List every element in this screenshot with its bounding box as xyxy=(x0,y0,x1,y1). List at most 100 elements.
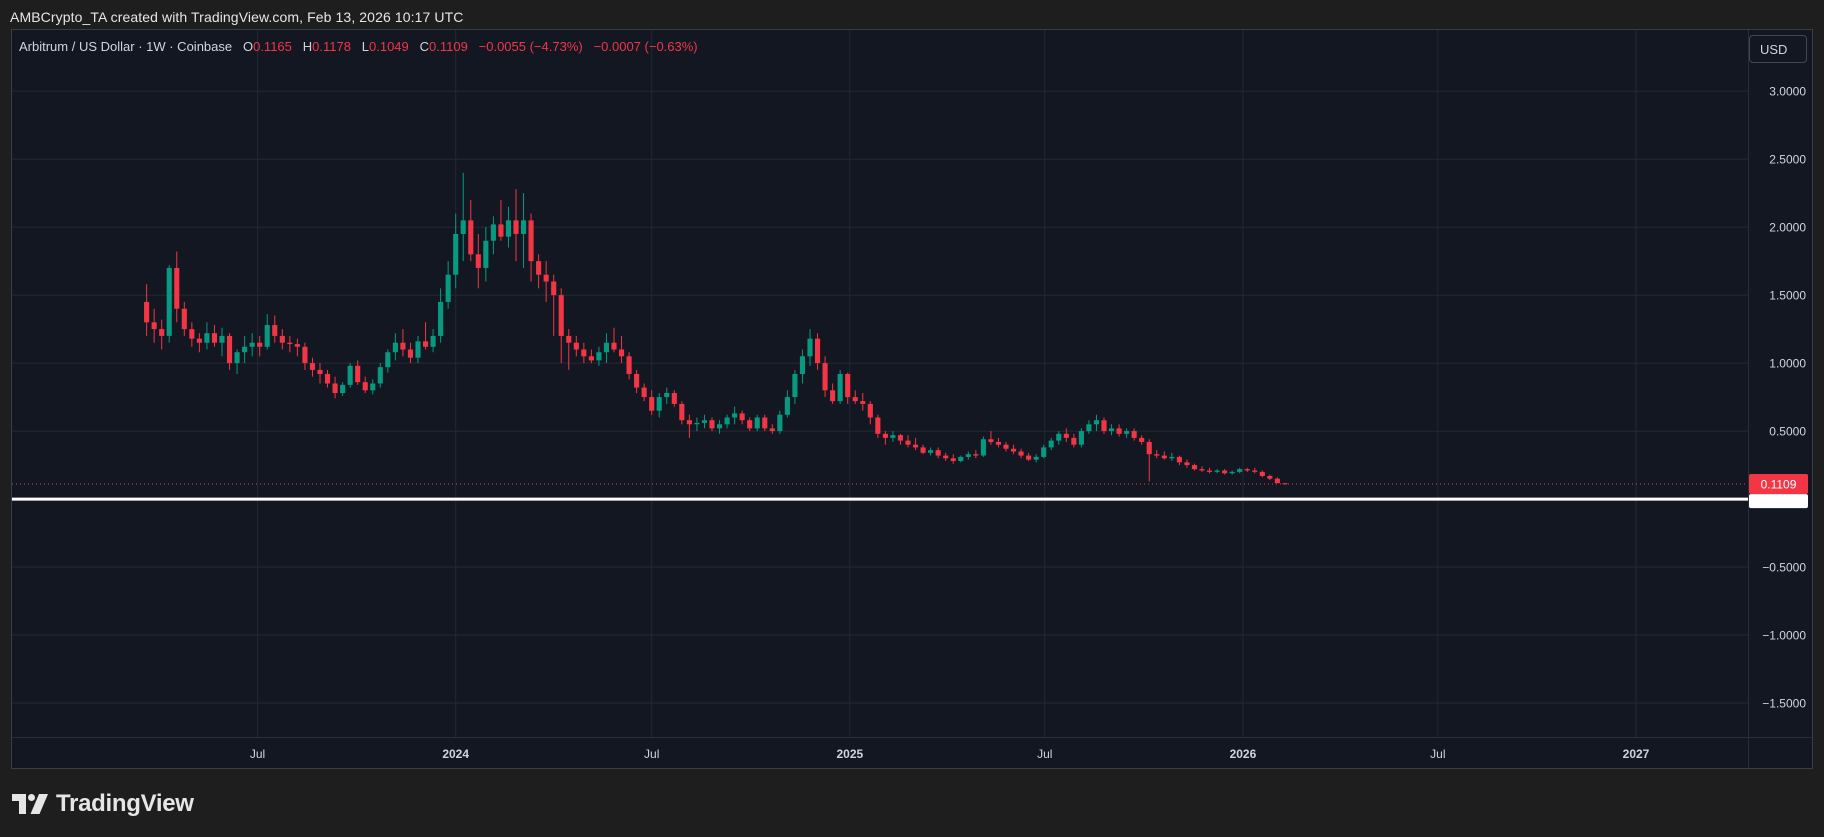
candle xyxy=(611,327,617,353)
candle xyxy=(912,437,919,451)
currency-button[interactable]: USD xyxy=(1749,35,1807,63)
candle-body xyxy=(1131,431,1137,438)
candle-body xyxy=(1146,441,1152,455)
candle xyxy=(159,319,165,350)
candle-body xyxy=(1206,470,1213,472)
candle xyxy=(656,393,662,418)
candle-body xyxy=(581,349,587,357)
candle-body xyxy=(965,454,971,457)
x-tick-label: 2027 xyxy=(1623,747,1650,761)
candle-body xyxy=(634,373,640,388)
candle-body xyxy=(641,387,647,398)
candle xyxy=(1078,428,1084,448)
candle xyxy=(671,390,677,407)
candle xyxy=(837,369,843,404)
candle-body xyxy=(912,444,919,448)
candle xyxy=(596,346,602,366)
y-tick-label: −0.5000 xyxy=(1762,561,1806,575)
candle xyxy=(799,349,806,384)
ohlc-legend: Arbitrum / US Dollar · 1W · Coinbase O0.… xyxy=(19,39,698,54)
candle xyxy=(965,451,971,460)
price-label-layer: 0.1109 xyxy=(1749,473,1808,509)
symbol-description[interactable]: Arbitrum / US Dollar · 1W · Coinbase xyxy=(19,39,233,54)
open-label: O xyxy=(242,39,254,54)
candle-body xyxy=(596,352,602,361)
candle xyxy=(460,172,466,262)
candle xyxy=(928,447,934,456)
candle xyxy=(935,447,941,459)
candle-body xyxy=(189,329,195,339)
candle-body xyxy=(935,450,941,456)
candle-body xyxy=(498,224,504,237)
candle xyxy=(430,329,436,353)
candle-body xyxy=(1093,420,1100,425)
candle xyxy=(1259,470,1265,478)
candle xyxy=(1274,477,1280,484)
candle-body xyxy=(362,382,368,391)
x-tick-label: 2024 xyxy=(442,747,469,761)
candle xyxy=(1003,441,1009,452)
candle xyxy=(973,450,979,459)
candle-body xyxy=(1063,433,1069,438)
x-tick-label: 2025 xyxy=(836,747,863,761)
candle-body xyxy=(1252,470,1258,472)
chart-frame[interactable] xyxy=(11,29,1813,769)
candle-body xyxy=(1244,469,1250,471)
candle xyxy=(520,193,527,268)
candle-body xyxy=(973,454,979,456)
candle xyxy=(551,274,557,336)
candle-body xyxy=(475,254,481,268)
candle-body xyxy=(686,420,692,425)
candle-body xyxy=(762,417,768,429)
candle xyxy=(1229,470,1235,475)
candle-body xyxy=(1191,465,1198,470)
candle-body xyxy=(438,301,444,336)
candle-body xyxy=(1229,471,1235,474)
candle-body xyxy=(1169,456,1175,459)
candle-body xyxy=(1259,471,1265,476)
candle xyxy=(483,227,489,282)
candle xyxy=(1041,444,1047,459)
candle xyxy=(686,414,692,438)
candle xyxy=(279,329,285,350)
candle xyxy=(988,431,994,445)
candle xyxy=(264,314,270,350)
candle-body xyxy=(814,338,821,364)
candle-body xyxy=(1274,478,1280,484)
candle xyxy=(377,363,383,388)
candle-body xyxy=(1048,440,1054,448)
candle xyxy=(732,406,738,425)
candle-body xyxy=(370,383,376,391)
candle-body xyxy=(505,220,512,237)
candle xyxy=(242,335,248,364)
candle xyxy=(1093,414,1100,432)
candle xyxy=(1146,439,1152,482)
candle xyxy=(830,383,836,404)
candle xyxy=(852,390,858,404)
candle xyxy=(701,414,708,429)
candle-body xyxy=(513,220,519,234)
candle-body xyxy=(1108,428,1115,432)
candle-body xyxy=(317,369,323,374)
candle-body xyxy=(777,414,783,432)
candle xyxy=(340,382,346,396)
candle xyxy=(603,333,610,364)
candle-body xyxy=(355,365,361,383)
candle-body xyxy=(1041,447,1047,457)
candle-body xyxy=(279,335,285,343)
candle xyxy=(1222,469,1228,475)
candle xyxy=(1108,424,1115,436)
candle xyxy=(453,213,459,289)
candle xyxy=(777,410,783,434)
candle xyxy=(882,431,888,445)
candle xyxy=(573,335,579,357)
low-label: L xyxy=(361,39,369,54)
candle-body xyxy=(566,335,572,343)
candle-body xyxy=(1267,475,1273,479)
candle-body xyxy=(860,401,866,404)
candle-body xyxy=(377,367,383,384)
candle xyxy=(1169,452,1175,461)
tradingview-brand[interactable]: TradingView xyxy=(12,790,194,818)
candle xyxy=(1071,433,1077,448)
